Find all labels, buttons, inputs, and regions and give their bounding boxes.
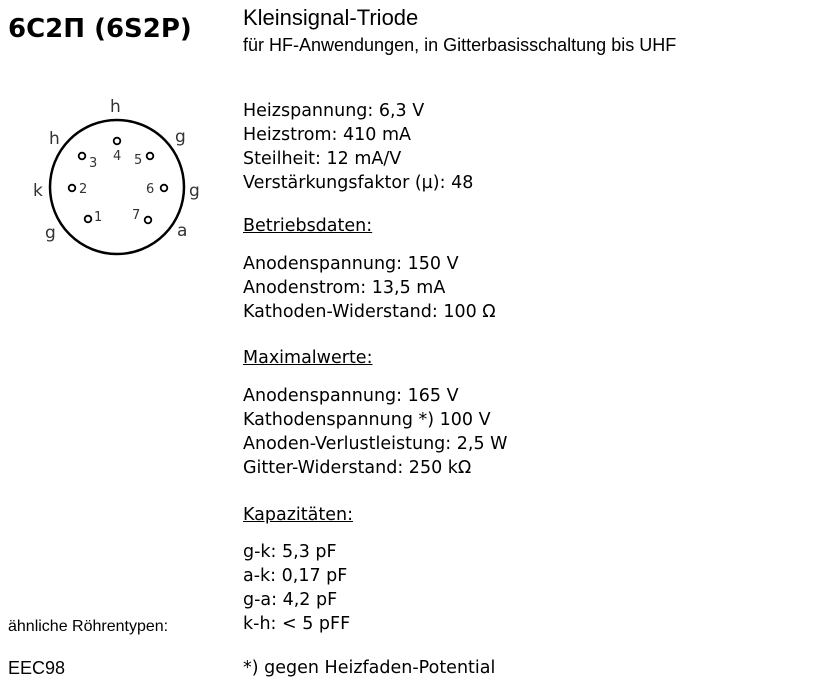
pin-number: 1 (94, 210, 102, 225)
tube-subtitle: Kleinsignal-Triode (243, 5, 419, 30)
spec-item: Anoden-Verlustleistung: 2,5 W (243, 434, 508, 454)
pin-number: 2 (79, 182, 87, 197)
spec-item: Heizspannung: 6,3 V (243, 101, 425, 121)
spec-item: Anodenspannung: 150 V (243, 254, 459, 274)
pin-number: 5 (134, 153, 142, 168)
spec-item: k-h: < 5 pFF (243, 614, 351, 634)
spec-item: Anodenspannung: 165 V (243, 386, 459, 406)
spec-item: Heizstrom: 410 mA (243, 125, 411, 145)
kap-list: g-k: 5,3 pF a-k: 0,17 pF g-a: 4,2 pF k-h… (243, 540, 350, 636)
pin-number: 6 (146, 182, 154, 197)
betrieb-list: Anodenspannung: 150 V Anodenstrom: 13,5 … (243, 252, 496, 324)
spec-item: a-k: 0,17 pF (243, 566, 348, 586)
pin-label: a (177, 221, 187, 241)
spec-item: Kathoden-Widerstand: 100 Ω (243, 302, 496, 322)
pin-label: h (49, 129, 60, 149)
spec-item: Steilheit: 12 mA/V (243, 149, 402, 169)
pin-number: 4 (113, 149, 121, 164)
pin-label: h (110, 97, 121, 117)
pin-label: g (45, 223, 56, 243)
footnote: *) gegen Heizfaden-Potential (243, 658, 496, 678)
section-heading: Betriebsdaten: (243, 216, 373, 236)
pin-number: 7 (132, 208, 140, 223)
tube-description: für HF-Anwendungen, in Gitterbasisschalt… (243, 35, 677, 55)
section-heading: Maximalwerte: (243, 348, 373, 368)
similar-types-label: ähnliche Röhrentypen: (8, 618, 169, 635)
pinout-diagram: h h g k g g a 1 2 3 4 5 6 7 (33, 97, 200, 256)
pin-label: k (33, 181, 43, 201)
spec-item: Anodenstrom: 13,5 mA (243, 278, 446, 298)
max-list: Anodenspannung: 165 V Kathodenspannung *… (243, 384, 507, 480)
spec-item: Kathodenspannung *) 100 V (243, 410, 491, 430)
spec-item: Verstärkungsfaktor (µ): 48 (243, 173, 474, 193)
pin-number: 3 (89, 156, 97, 171)
spec-item: Gitter-Widerstand: 250 kΩ (243, 458, 472, 478)
tube-title: 6C2П (6S2P) (8, 14, 192, 44)
pin-label: g (189, 181, 200, 201)
section-heading: Kapazitäten: (243, 505, 353, 525)
spec-item: g-k: 5,3 pF (243, 542, 337, 562)
spec-list: Heizspannung: 6,3 V Heizstrom: 410 mA St… (243, 99, 473, 195)
similar-types-value: EEC98 (8, 658, 66, 678)
pin-label: g (175, 127, 186, 147)
spec-item: g-a: 4,2 pF (243, 590, 338, 610)
